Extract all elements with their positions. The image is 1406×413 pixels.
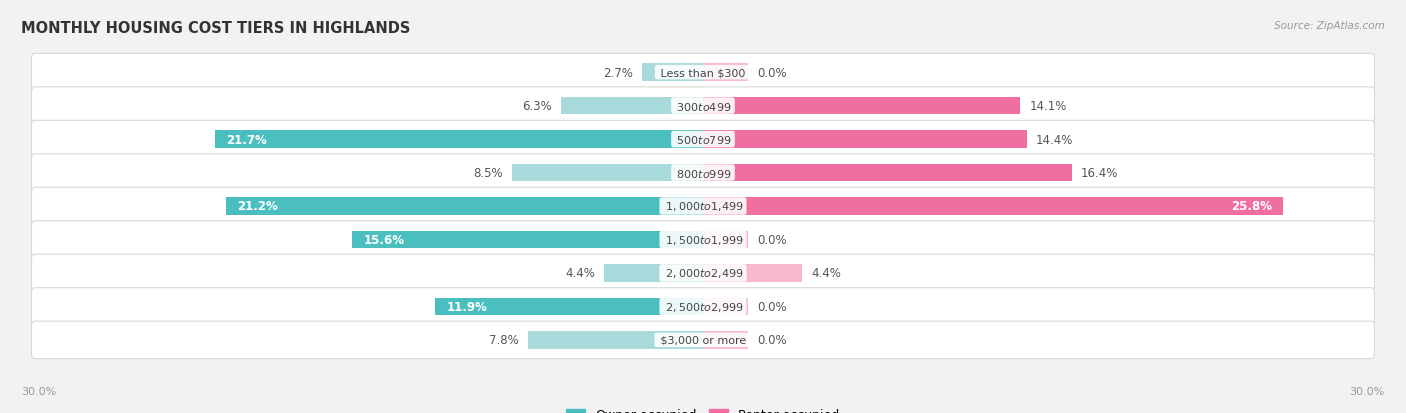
Text: MONTHLY HOUSING COST TIERS IN HIGHLANDS: MONTHLY HOUSING COST TIERS IN HIGHLANDS bbox=[21, 21, 411, 36]
Bar bbox=[226, 198, 703, 215]
FancyBboxPatch shape bbox=[31, 221, 1375, 259]
Bar bbox=[703, 231, 748, 249]
Text: $1,500 to $1,999: $1,500 to $1,999 bbox=[662, 233, 744, 247]
FancyBboxPatch shape bbox=[31, 154, 1375, 192]
Text: 30.0%: 30.0% bbox=[21, 387, 56, 396]
Bar bbox=[643, 64, 703, 82]
Bar bbox=[703, 64, 748, 82]
Bar bbox=[352, 231, 703, 249]
Text: $300 to $499: $300 to $499 bbox=[673, 100, 733, 112]
Bar bbox=[703, 198, 1284, 215]
Text: Source: ZipAtlas.com: Source: ZipAtlas.com bbox=[1274, 21, 1385, 31]
Bar bbox=[703, 131, 1026, 148]
Bar bbox=[436, 298, 703, 316]
FancyBboxPatch shape bbox=[31, 121, 1375, 159]
Text: $2,000 to $2,499: $2,000 to $2,499 bbox=[662, 267, 744, 280]
Text: Less than $300: Less than $300 bbox=[657, 68, 749, 78]
FancyBboxPatch shape bbox=[31, 254, 1375, 292]
Text: 15.6%: 15.6% bbox=[363, 233, 405, 247]
Legend: Owner-occupied, Renter-occupied: Owner-occupied, Renter-occupied bbox=[561, 404, 845, 413]
Bar bbox=[703, 331, 748, 349]
Text: $2,500 to $2,999: $2,500 to $2,999 bbox=[662, 300, 744, 313]
Text: 8.5%: 8.5% bbox=[474, 166, 503, 180]
Text: 14.4%: 14.4% bbox=[1036, 133, 1073, 146]
Bar bbox=[703, 164, 1071, 182]
FancyBboxPatch shape bbox=[31, 321, 1375, 359]
Text: 21.2%: 21.2% bbox=[238, 200, 278, 213]
Text: $500 to $799: $500 to $799 bbox=[673, 134, 733, 146]
Bar bbox=[527, 331, 703, 349]
Text: 30.0%: 30.0% bbox=[1350, 387, 1385, 396]
Text: $800 to $999: $800 to $999 bbox=[673, 167, 733, 179]
Text: 11.9%: 11.9% bbox=[447, 300, 488, 313]
Text: 4.4%: 4.4% bbox=[565, 267, 595, 280]
Bar bbox=[561, 97, 703, 115]
Bar bbox=[512, 164, 703, 182]
Text: 0.0%: 0.0% bbox=[756, 233, 786, 247]
Text: 2.7%: 2.7% bbox=[603, 66, 633, 79]
Text: 0.0%: 0.0% bbox=[756, 66, 786, 79]
Text: $3,000 or more: $3,000 or more bbox=[657, 335, 749, 345]
Bar bbox=[703, 265, 801, 282]
Bar bbox=[703, 97, 1021, 115]
Bar bbox=[605, 265, 703, 282]
Text: $1,000 to $1,499: $1,000 to $1,499 bbox=[662, 200, 744, 213]
Text: 25.8%: 25.8% bbox=[1232, 200, 1272, 213]
Text: 21.7%: 21.7% bbox=[226, 133, 267, 146]
Bar bbox=[703, 298, 748, 316]
Text: 6.3%: 6.3% bbox=[523, 100, 553, 113]
Bar bbox=[215, 131, 703, 148]
Text: 7.8%: 7.8% bbox=[489, 334, 519, 347]
FancyBboxPatch shape bbox=[31, 54, 1375, 92]
Text: 0.0%: 0.0% bbox=[756, 334, 786, 347]
Text: 0.0%: 0.0% bbox=[756, 300, 786, 313]
Text: 4.4%: 4.4% bbox=[811, 267, 841, 280]
FancyBboxPatch shape bbox=[31, 288, 1375, 325]
Text: 14.1%: 14.1% bbox=[1029, 100, 1067, 113]
FancyBboxPatch shape bbox=[31, 88, 1375, 125]
Text: 16.4%: 16.4% bbox=[1081, 166, 1118, 180]
FancyBboxPatch shape bbox=[31, 188, 1375, 225]
